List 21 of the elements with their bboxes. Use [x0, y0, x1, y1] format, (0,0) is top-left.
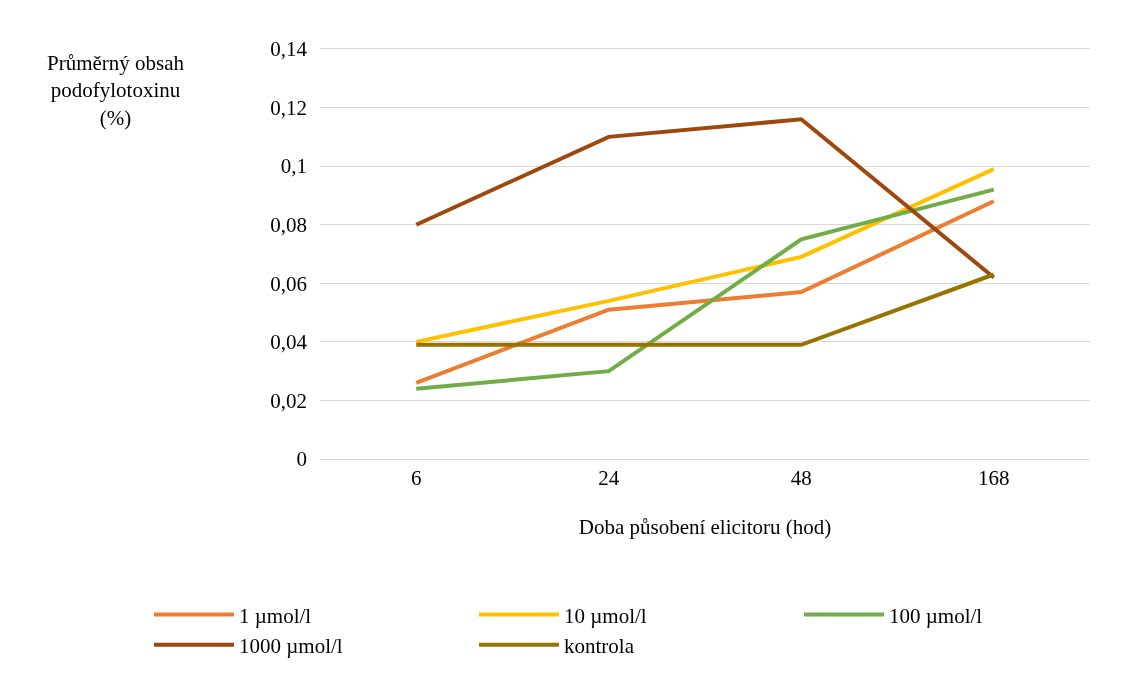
y-tick-label: 0,04	[270, 330, 308, 355]
y-tick-label: 0	[296, 447, 307, 472]
x-tick-label: 6	[411, 466, 422, 491]
x-tick-label: 48	[790, 466, 812, 491]
legend-label: 100 µmol/l	[889, 603, 983, 628]
legend-label: 10 µmol/l	[564, 603, 647, 628]
y-tick-label: 0,06	[270, 271, 307, 296]
x-axis-title: Doba působení elicitoru (hod)	[578, 515, 832, 540]
y-tick-label: 0,08	[270, 213, 307, 238]
x-tick-label: 24	[598, 466, 620, 491]
y-tick-label: 0,12	[270, 95, 307, 120]
x-tick-label: 168	[978, 466, 1010, 491]
legend-label: 1 µmol/l	[239, 603, 312, 628]
legend-label: 1000 µmol/l	[239, 633, 343, 658]
line-series	[414, 117, 996, 280]
legend-label: kontrola	[564, 633, 635, 658]
y-axis-title: Průměrný obsah podofylotoxinu (%)	[47, 51, 185, 130]
line-series	[414, 167, 996, 344]
y-tick-label: 0,14	[270, 37, 308, 62]
y-tick-label: 0,1	[280, 154, 307, 179]
y-tick-label: 0,02	[270, 388, 307, 413]
